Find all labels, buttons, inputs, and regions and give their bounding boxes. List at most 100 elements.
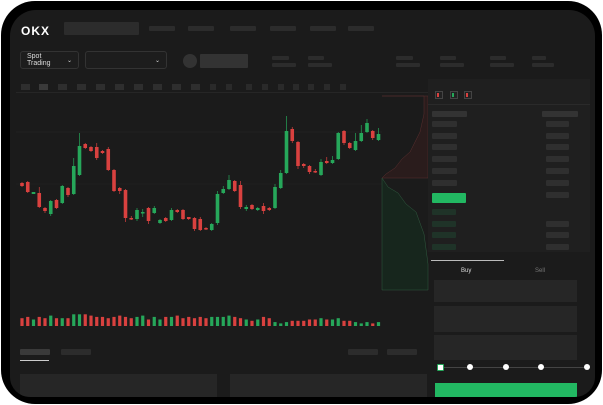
interval-button[interactable] bbox=[115, 84, 124, 90]
pair-selector[interactable]: ⌄ bbox=[85, 51, 167, 69]
chart-tool-icon[interactable] bbox=[262, 84, 268, 90]
candlestick-chart[interactable] bbox=[10, 94, 430, 334]
interval-button[interactable] bbox=[96, 84, 105, 90]
chart-tool-icon[interactable] bbox=[278, 84, 284, 90]
buy-button[interactable] bbox=[435, 383, 577, 397]
volume-bar bbox=[313, 319, 317, 326]
slider-handle[interactable] bbox=[437, 364, 444, 371]
market-selector[interactable]: Spot Trading ⌄ bbox=[20, 51, 79, 69]
volume-bar bbox=[49, 315, 53, 326]
ask-size bbox=[546, 168, 569, 174]
filter-button[interactable] bbox=[348, 349, 378, 355]
nav-item[interactable] bbox=[149, 26, 175, 31]
candle-body bbox=[221, 189, 226, 193]
candles bbox=[20, 116, 381, 231]
chart-tool-icon[interactable] bbox=[246, 84, 252, 90]
volume-bar bbox=[371, 323, 375, 326]
price-display bbox=[200, 54, 248, 68]
volume-bar bbox=[112, 316, 116, 326]
interval-button[interactable] bbox=[172, 84, 181, 90]
bid-size bbox=[546, 221, 569, 227]
volume-bars bbox=[20, 314, 381, 326]
chart-tool-icon[interactable] bbox=[324, 84, 330, 90]
candle-body bbox=[278, 173, 283, 188]
slider-stop-100[interactable] bbox=[584, 364, 590, 370]
interval-button[interactable] bbox=[58, 84, 67, 90]
volume-bar bbox=[307, 319, 312, 326]
candle-body bbox=[267, 208, 272, 210]
volume-bar bbox=[66, 318, 70, 326]
candle-body bbox=[370, 131, 375, 138]
volume-bar bbox=[348, 320, 352, 326]
stat-value bbox=[532, 63, 554, 67]
chart-tool-icon[interactable] bbox=[340, 84, 346, 90]
nav-item[interactable] bbox=[348, 26, 374, 31]
volume-bar bbox=[152, 316, 156, 326]
stat-label bbox=[272, 56, 289, 60]
volume-bar bbox=[158, 319, 162, 326]
slider-stop-25[interactable] bbox=[467, 364, 473, 370]
volume-bar bbox=[256, 319, 260, 326]
chart-tool-icon[interactable] bbox=[293, 84, 299, 90]
ask-price bbox=[432, 156, 457, 162]
volume-bar bbox=[164, 316, 168, 326]
total-input[interactable] bbox=[434, 335, 577, 360]
interval-button[interactable] bbox=[191, 84, 200, 90]
candle-body bbox=[31, 192, 36, 194]
price-input[interactable] bbox=[434, 280, 577, 302]
candle-body bbox=[313, 171, 318, 173]
bid-price bbox=[432, 221, 456, 227]
tab-order-history[interactable] bbox=[61, 349, 91, 355]
nav-item[interactable] bbox=[188, 26, 214, 31]
tab-sell[interactable]: Sell bbox=[535, 268, 546, 274]
volume-bar bbox=[273, 322, 277, 326]
search-bar[interactable] bbox=[64, 22, 139, 35]
column-header bbox=[542, 111, 578, 117]
tab-buy[interactable]: Buy bbox=[461, 268, 472, 274]
candle-body bbox=[71, 166, 76, 194]
volume-bar bbox=[31, 319, 36, 326]
amount-slider[interactable] bbox=[437, 364, 590, 371]
order-book-both-icon[interactable] bbox=[435, 91, 443, 99]
candle-body bbox=[20, 183, 24, 186]
candle-body bbox=[215, 194, 220, 223]
last-price-badge bbox=[432, 193, 466, 203]
nav-item[interactable] bbox=[310, 26, 336, 31]
stat-label bbox=[396, 56, 413, 60]
candle-body bbox=[336, 133, 341, 159]
amount-input[interactable] bbox=[434, 306, 577, 332]
okx-logo[interactable]: OKX bbox=[21, 24, 51, 38]
order-book-asks-icon[interactable] bbox=[464, 91, 472, 99]
volume-bar bbox=[175, 315, 179, 326]
candle-body bbox=[60, 186, 65, 203]
candle-body bbox=[54, 200, 59, 208]
chart-tool-icon[interactable] bbox=[226, 84, 232, 90]
volume-bar bbox=[319, 318, 323, 326]
interval-button[interactable] bbox=[21, 84, 30, 90]
volume-bar bbox=[359, 323, 363, 326]
candle-body bbox=[342, 131, 346, 143]
candle-body bbox=[25, 182, 30, 192]
trading-screen: OKX Spot Trading ⌄ ⌄ bbox=[10, 10, 595, 397]
volume-bar bbox=[244, 319, 248, 326]
interval-button[interactable] bbox=[77, 84, 86, 90]
slider-stop-75[interactable] bbox=[538, 364, 544, 370]
interval-button[interactable] bbox=[153, 84, 162, 90]
tab-open-orders[interactable] bbox=[20, 349, 50, 355]
chart-tool-icon[interactable] bbox=[210, 84, 216, 90]
volume-bar bbox=[192, 318, 197, 326]
nav-item[interactable] bbox=[230, 26, 256, 31]
slider-stop-50[interactable] bbox=[503, 364, 509, 370]
volume-bar bbox=[37, 316, 41, 326]
candle-body bbox=[353, 141, 358, 150]
order-book bbox=[428, 79, 590, 252]
chevron-down-icon: ⌄ bbox=[154, 57, 160, 64]
interval-button[interactable] bbox=[134, 84, 143, 90]
interval-button[interactable] bbox=[39, 84, 48, 90]
candle-body bbox=[330, 160, 335, 163]
filter-button[interactable] bbox=[387, 349, 417, 355]
candle-body bbox=[244, 207, 249, 209]
chart-tool-icon[interactable] bbox=[308, 84, 314, 90]
order-book-bids-icon[interactable] bbox=[450, 91, 458, 99]
nav-item[interactable] bbox=[270, 26, 296, 31]
